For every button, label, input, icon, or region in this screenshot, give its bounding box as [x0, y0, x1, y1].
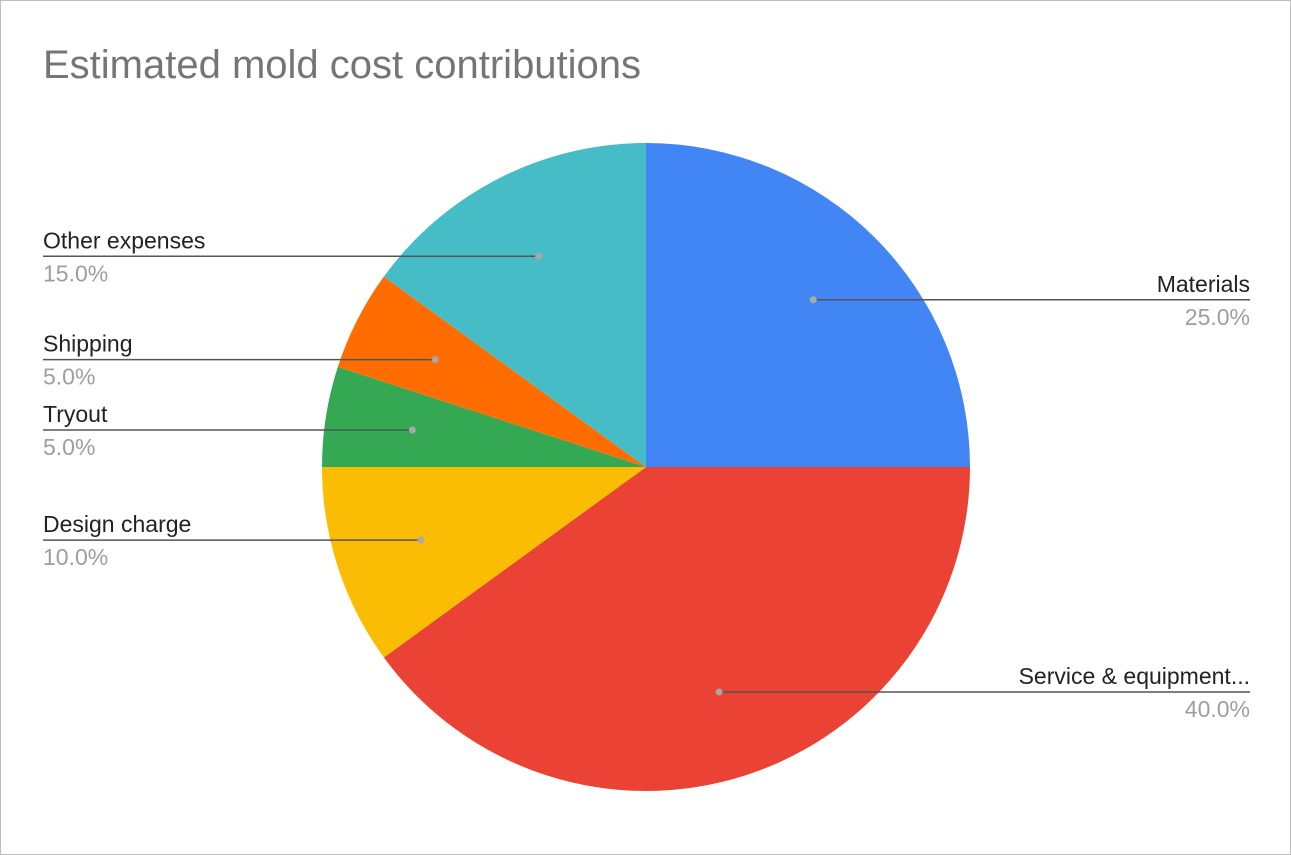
slice-label-materials: Materials: [1157, 271, 1250, 297]
leader-dot-design-charge: [417, 536, 425, 544]
slice-percent-service-equipment: 40.0%: [1185, 696, 1250, 722]
slice-label-tryout: Tryout: [43, 401, 108, 427]
leader-dot-tryout: [408, 426, 416, 434]
pie-slice-design-charge: [322, 467, 646, 658]
slice-label-other-expenses: Other expenses: [43, 227, 205, 253]
slice-percent-other-expenses: 15.0%: [43, 260, 108, 286]
slice-label-service-equipment: Service & equipment...: [1019, 663, 1250, 689]
slice-label-shipping: Shipping: [43, 331, 133, 357]
pie-slice-shipping: [337, 276, 646, 467]
pie-leader-lines: [43, 252, 1250, 696]
pie-slice-materials: [646, 143, 970, 467]
leader-dot-other-expenses: [535, 252, 543, 260]
chart-title: Estimated mold cost contributions: [43, 43, 642, 87]
pie-slice-tryout: [322, 366, 646, 467]
leader-dot-service-equipment: [715, 688, 723, 696]
slice-percent-materials: 25.0%: [1185, 304, 1250, 330]
pie-slice-service-equipment: [383, 467, 970, 791]
leader-dot-shipping: [431, 356, 439, 364]
slice-percent-tryout: 5.0%: [43, 434, 95, 460]
pie-labels: Materials 25.0% Service & equipment... 40.0…: [43, 227, 1250, 722]
slice-percent-design-charge: 10.0%: [43, 544, 108, 570]
pie-slices: [322, 143, 970, 791]
leader-dot-materials: [809, 296, 817, 304]
slice-percent-shipping: 5.0%: [43, 364, 95, 390]
slice-label-design-charge: Design charge: [43, 511, 191, 537]
pie-slice-other-expenses: [383, 143, 646, 467]
